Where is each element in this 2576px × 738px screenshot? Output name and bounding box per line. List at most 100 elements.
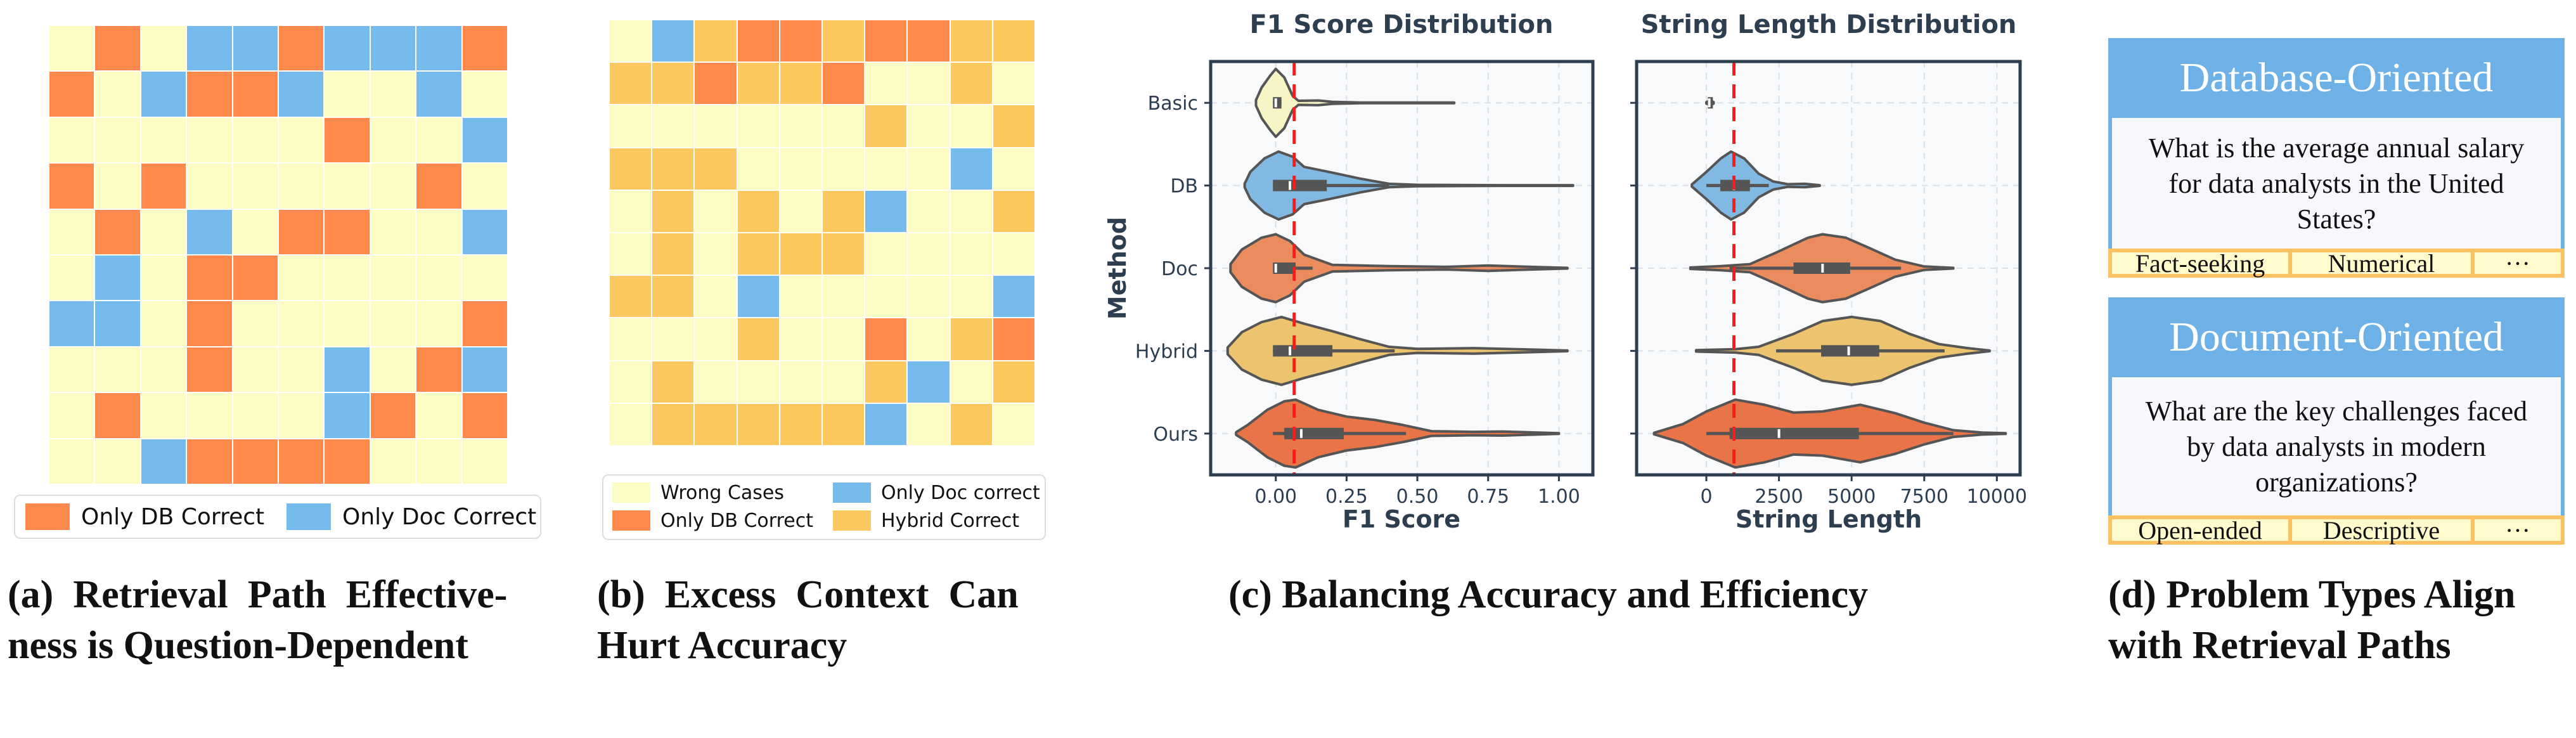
cell-wrong <box>279 117 324 163</box>
cell-wrong <box>908 403 950 445</box>
violin-basic <box>1254 67 1456 138</box>
cell-wrong <box>370 164 416 209</box>
cell-wrong <box>950 105 992 147</box>
cell-wrong <box>141 26 186 71</box>
heatmap-grid-b <box>610 20 1034 445</box>
cell-only-doc <box>416 72 461 117</box>
card-title: Database-Oriented <box>2108 38 2565 118</box>
median-marker-hybrid <box>1289 346 1292 356</box>
cell-hybrid <box>695 148 737 190</box>
cell-wrong <box>416 117 461 163</box>
card-tags: Open-ended Descriptive ··· <box>2108 515 2565 545</box>
cell-hybrid <box>610 148 652 190</box>
cell-wrong <box>49 117 94 163</box>
cell-hybrid <box>610 276 652 318</box>
cell-only-doc <box>325 26 370 71</box>
cell-wrong <box>950 233 992 275</box>
legend-swatch-doc <box>287 503 331 530</box>
cell-wrong <box>325 164 370 209</box>
cell-wrong <box>187 117 232 163</box>
cell-only-doc <box>462 347 507 392</box>
cell-only-db <box>865 20 907 62</box>
cell-only-db <box>325 117 370 163</box>
cell-wrong <box>370 256 416 301</box>
cell-wrong <box>416 393 461 438</box>
cell-wrong <box>233 347 278 392</box>
cell-hybrid <box>737 403 779 445</box>
cell-wrong <box>370 72 416 117</box>
cell-only-db <box>325 209 370 254</box>
x-tick-label: 0 <box>1700 486 1712 508</box>
cell-wrong <box>279 347 324 392</box>
caption-a-line-2: ness is Question-Dependent <box>8 624 468 667</box>
card-tags: Fact-seeking Numerical ··· <box>2108 249 2565 278</box>
tag-more: ··· <box>2471 249 2565 278</box>
legend-b-item-doc: Only Doc correct <box>833 479 1040 506</box>
cell-wrong <box>95 72 140 117</box>
cell-only-db <box>187 301 232 346</box>
cell-wrong <box>95 439 140 484</box>
cell-only-doc <box>325 347 370 392</box>
cell-only-db <box>908 20 950 62</box>
cell-only-doc <box>416 26 461 71</box>
cell-wrong <box>370 439 416 484</box>
cell-hybrid <box>652 190 694 232</box>
cell-wrong <box>325 301 370 346</box>
median-marker-basic <box>1274 98 1277 108</box>
cell-only-db <box>279 209 324 254</box>
cell-wrong <box>370 301 416 346</box>
x-tick-label: 1.00 <box>1538 486 1580 508</box>
cell-wrong <box>95 117 140 163</box>
cell-only-doc <box>950 148 992 190</box>
cell-wrong <box>908 63 950 105</box>
cell-only-doc <box>908 361 950 403</box>
caption-d-line-2: with Retrieval Paths <box>2108 624 2451 667</box>
median-marker-hybrid <box>1847 346 1850 356</box>
axes-frame <box>1209 60 1595 477</box>
cell-wrong <box>187 393 232 438</box>
cell-wrong <box>370 347 416 392</box>
cell-only-db <box>325 439 370 484</box>
cell-only-doc <box>95 301 140 346</box>
iqr-box-hybrid <box>1821 345 1879 357</box>
cell-only-doc <box>141 72 186 117</box>
cell-wrong <box>95 164 140 209</box>
cell-wrong <box>780 190 821 232</box>
legend-b-item-wrong: Wrong Cases <box>612 479 784 506</box>
cell-hybrid <box>652 276 694 318</box>
cell-hybrid <box>993 190 1034 232</box>
x-tick-label: 0.25 <box>1325 486 1368 508</box>
cell-hybrid <box>780 403 821 445</box>
cell-only-doc <box>737 276 779 318</box>
cell-hybrid <box>652 403 694 445</box>
x-axis-label-string-length: String Length <box>1736 505 1922 533</box>
median-marker-db <box>1289 181 1292 190</box>
cell-hybrid <box>822 20 865 62</box>
cell-wrong <box>780 361 821 403</box>
cell-wrong <box>993 148 1034 190</box>
cell-wrong <box>908 148 950 190</box>
cell-hybrid <box>950 20 992 62</box>
cell-wrong <box>737 105 779 147</box>
tag-fact-seeking: Fact-seeking <box>2108 249 2292 278</box>
cell-only-db <box>141 164 186 209</box>
cell-hybrid <box>822 403 865 445</box>
cell-wrong <box>822 105 865 147</box>
cell-wrong <box>279 164 324 209</box>
cell-wrong <box>233 301 278 346</box>
cell-wrong <box>780 318 821 360</box>
cell-wrong <box>822 276 865 318</box>
cell-only-db <box>416 164 461 209</box>
legend-swatch-db <box>612 510 650 531</box>
cell-only-db <box>822 63 865 105</box>
cell-hybrid <box>950 403 992 445</box>
cell-wrong <box>652 318 694 360</box>
cell-only-doc <box>370 26 416 71</box>
cell-only-doc <box>95 256 140 301</box>
caption-a-line-1: (a) Retrieval Path Effective- <box>8 573 508 616</box>
cell-only-db <box>695 63 737 105</box>
tag-descriptive: Descriptive <box>2288 515 2475 545</box>
cell-only-db <box>233 256 278 301</box>
cell-only-db <box>187 347 232 392</box>
